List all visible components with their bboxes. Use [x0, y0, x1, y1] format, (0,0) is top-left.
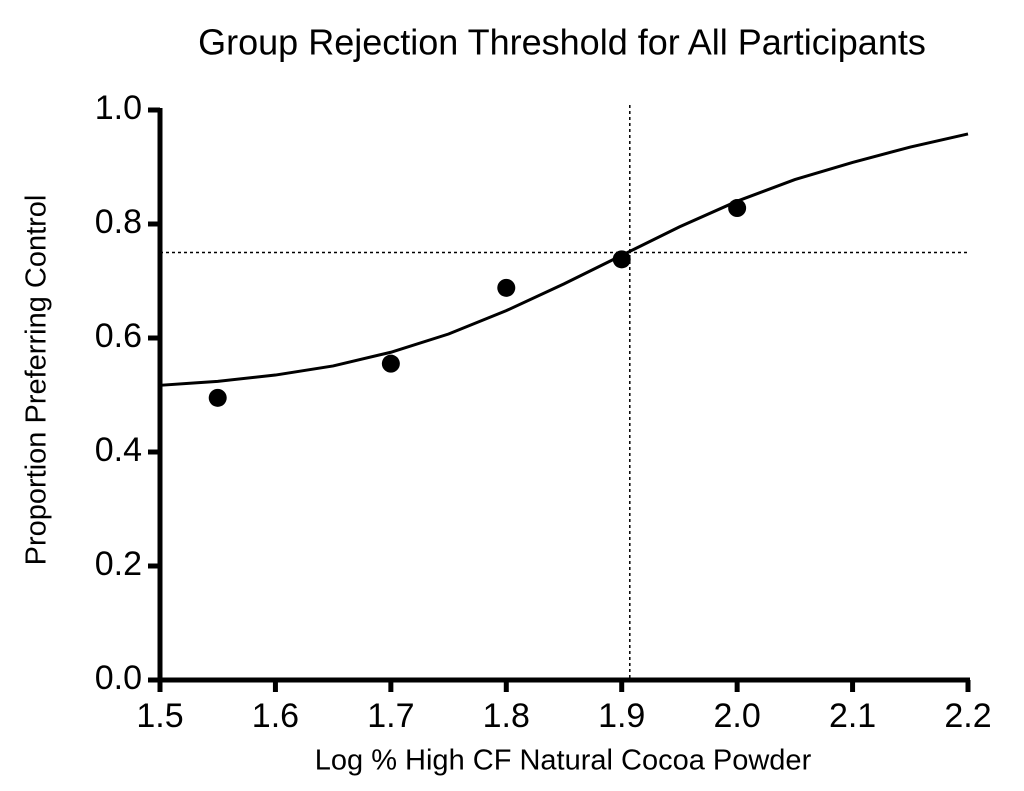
x-tick-label: 1.5 [136, 697, 183, 735]
data-point [728, 199, 747, 218]
y-tick-label: 1.0 [95, 89, 142, 127]
y-tick-label: 0.2 [95, 545, 142, 583]
x-tick-label: 1.9 [598, 697, 645, 735]
x-tick-label: 2.0 [714, 697, 761, 735]
x-tick-label: 2.1 [829, 697, 876, 735]
x-tick-label: 1.7 [367, 697, 414, 735]
data-point [381, 354, 400, 373]
y-tick-label: 0.0 [95, 659, 142, 697]
data-point [497, 278, 516, 297]
data-point [612, 250, 631, 269]
y-axis-label: Proportion Preferring Control [21, 195, 53, 566]
x-axis-label: Log % High CF Natural Cocoa Powder [315, 745, 812, 777]
y-tick-label: 0.4 [95, 431, 142, 469]
x-tick-label: 1.6 [252, 697, 299, 735]
y-tick-label: 0.6 [95, 317, 142, 355]
x-tick-label: 2.2 [944, 697, 991, 735]
data-point [208, 388, 227, 407]
y-tick-label: 0.8 [95, 203, 142, 241]
fit-curve [159, 132, 969, 387]
chart-title: Group Rejection Threshold for All Partic… [198, 22, 926, 63]
x-tick-label: 1.8 [483, 697, 530, 735]
